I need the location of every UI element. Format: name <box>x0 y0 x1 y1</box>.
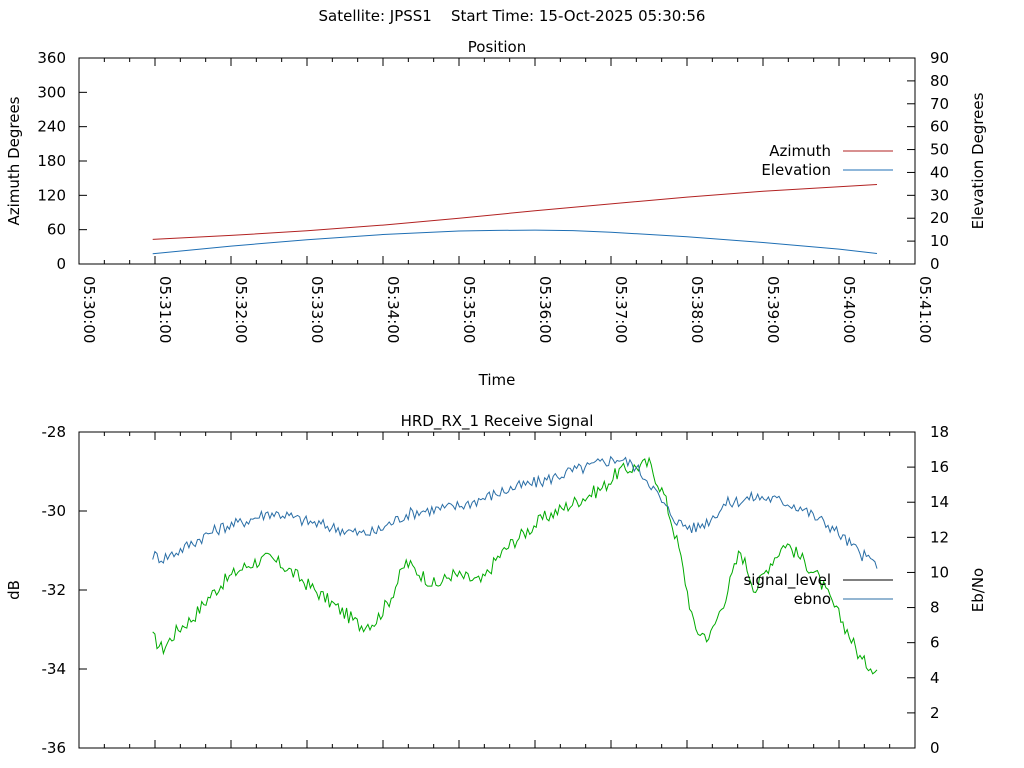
y2-tick-label: 80 <box>930 72 949 90</box>
y-tick-label: 120 <box>37 186 66 204</box>
y-tick-label: 300 <box>37 83 66 101</box>
y-axis-label: Azimuth Degrees <box>5 96 23 225</box>
y2-tick-label: 12 <box>930 528 949 546</box>
x-tick-label: 05:34:00 <box>384 276 402 343</box>
y-tick-label: -32 <box>42 581 67 599</box>
y2-axis-label: Eb/No <box>969 568 987 612</box>
series-line-Azimuth <box>152 184 878 240</box>
series-line-Elevation <box>152 229 878 255</box>
x-tick-label: 05:37:00 <box>612 276 630 343</box>
y2-axis-label: Elevation Degrees <box>969 92 987 229</box>
y2-tick-label: 8 <box>930 599 940 617</box>
y-tick-label: -36 <box>42 739 67 757</box>
y-tick-label: -34 <box>42 660 67 678</box>
legend-label-signal_level: signal_level <box>743 571 831 590</box>
x-tick-label: 05:40:00 <box>840 276 858 343</box>
chart-header: Satellite: JPSS1 Start Time: 15-Oct-2025… <box>0 7 1024 25</box>
x-tick-label: 05:41:00 <box>916 276 934 343</box>
y-tick-label: 0 <box>56 255 66 273</box>
y2-tick-label: 16 <box>930 458 949 476</box>
y2-tick-label: 2 <box>930 704 940 722</box>
y-tick-label: 240 <box>37 118 66 136</box>
chart-title: HRD_RX_1 Receive Signal <box>401 412 594 431</box>
y2-tick-label: 60 <box>930 118 949 136</box>
y-tick-label: -28 <box>42 423 67 441</box>
legend-label-Elevation: Elevation <box>761 161 831 179</box>
receive-signal-chart: HRD_RX_1 Receive Signal -28 -30 -32 -34 -36 0 2… <box>5 412 987 757</box>
legend-label-ebno: ebno <box>794 590 831 608</box>
position-chart: Position 0 60 120 180 240 300 360 0 10 20 30 40 50 60 7… <box>5 38 987 389</box>
y2-tick-label: 0 <box>930 739 940 757</box>
y-tick-label: 60 <box>47 221 66 239</box>
x-tick-label: 05:36:00 <box>536 276 554 343</box>
plot-frame <box>78 431 916 749</box>
y-tick-label: 360 <box>37 49 66 67</box>
y2-tick-label: 40 <box>930 163 949 181</box>
y-axis-label: dB <box>5 580 23 600</box>
x-tick-label: 05:39:00 <box>764 276 782 343</box>
y2-tick-label: 14 <box>930 493 949 511</box>
legend-label-Azimuth: Azimuth <box>769 142 831 160</box>
x-axis-label: Time <box>478 371 516 389</box>
x-tick-label: 05:38:00 <box>688 276 706 343</box>
y2-tick-label: 30 <box>930 186 949 204</box>
y2-tick-label: 90 <box>930 49 949 67</box>
y2-tick-label: 4 <box>930 669 940 687</box>
x-tick-label: 05:30:00 <box>80 276 98 343</box>
series-line-ebno <box>152 455 878 569</box>
x-tick-label: 05:32:00 <box>232 276 250 343</box>
y2-tick-label: 50 <box>930 141 949 159</box>
y2-tick-label: 6 <box>930 634 940 652</box>
satellite-label: Satellite: JPSS1 <box>318 7 432 25</box>
start-time-label: Start Time: 15-Oct-2025 05:30:56 <box>450 7 706 25</box>
y2-tick-label: 10 <box>930 563 949 581</box>
x-tick-label: 05:31:00 <box>156 276 174 343</box>
y2-tick-label: 70 <box>930 95 949 113</box>
y-tick-label: 180 <box>37 152 66 170</box>
y-tick-label: -30 <box>42 502 67 520</box>
x-tick-label: 05:35:00 <box>460 276 478 343</box>
x-tick-label: 05:33:00 <box>308 276 326 343</box>
y2-tick-label: 18 <box>930 423 949 441</box>
series-line-signal_level <box>152 456 878 675</box>
chart-title: Position <box>468 38 526 56</box>
y2-tick-label: 20 <box>930 209 949 227</box>
y2-tick-label: 0 <box>930 255 940 273</box>
y2-tick-label: 10 <box>930 232 949 250</box>
